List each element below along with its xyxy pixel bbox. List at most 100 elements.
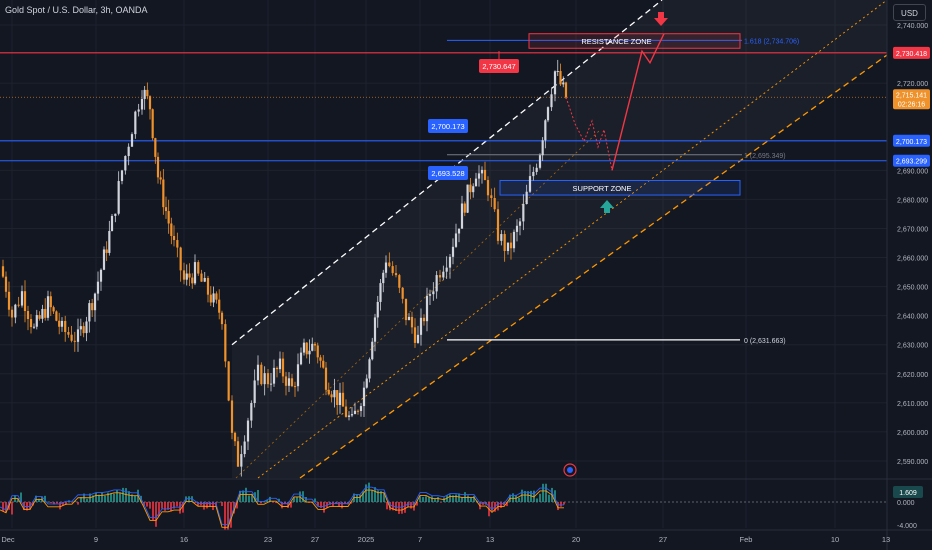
oscillator-bar <box>335 502 337 504</box>
candle <box>382 269 385 293</box>
candle <box>269 372 273 392</box>
candle-body <box>52 307 55 312</box>
candle-body <box>1 266 5 277</box>
down-arrow-icon <box>654 12 668 26</box>
candle <box>26 305 30 331</box>
oscillator-bar <box>95 492 97 502</box>
candle <box>114 213 117 223</box>
candle <box>209 286 212 307</box>
candle-body <box>60 320 64 327</box>
currency-button[interactable]: USD <box>893 4 926 21</box>
candle-body <box>46 296 50 318</box>
x-axis-tick-label: 27 <box>311 535 319 544</box>
candle <box>512 229 516 253</box>
oscillator-pane: 0.000 -4.000 1.609 <box>0 478 932 530</box>
oscillator-bar <box>377 490 379 502</box>
candle-body <box>32 326 36 328</box>
candle <box>313 342 317 352</box>
candle-body <box>460 203 464 229</box>
oscillator-bar <box>128 491 130 502</box>
oscillator-bar <box>131 494 133 502</box>
candle-body <box>246 420 250 442</box>
oscillator-bar <box>224 502 226 530</box>
price-label-text: 2,730.647 <box>482 62 515 71</box>
oscillator-bar <box>320 502 322 508</box>
level-axis-badge <box>893 134 930 147</box>
candle <box>477 165 481 187</box>
candle-body <box>457 228 461 234</box>
candle-body <box>17 304 20 306</box>
oscillator-bar <box>506 502 508 507</box>
price-label-box[interactable] <box>479 59 519 73</box>
candle <box>246 417 250 451</box>
oscillator-bar <box>239 490 241 502</box>
price-label-box[interactable] <box>428 166 468 180</box>
candle <box>164 196 168 219</box>
oscillator-bar <box>554 490 556 502</box>
oscillator-tick-label: 0.000 <box>897 500 915 507</box>
candle <box>76 318 80 352</box>
price-label-text: 2,693.528 <box>431 169 464 178</box>
candle <box>236 436 240 468</box>
y-axis-tick-label: 2,660.000 <box>897 256 928 263</box>
oscillator-bar <box>395 502 397 511</box>
candle <box>410 311 414 334</box>
candle-body <box>350 414 354 416</box>
candle <box>413 318 417 348</box>
candle-body <box>407 316 411 321</box>
oscillator-line <box>0 489 564 528</box>
candle <box>275 366 279 378</box>
candle <box>212 286 215 308</box>
candle-body <box>134 111 137 135</box>
candle <box>553 70 557 102</box>
support-zone[interactable] <box>499 180 741 196</box>
resistance-zone[interactable] <box>528 33 741 49</box>
oscillator-bar <box>5 502 7 513</box>
candle-body <box>233 432 237 442</box>
oscillator-bar <box>164 502 166 511</box>
channel-lower-line[interactable] <box>299 54 888 479</box>
oscillator-bar <box>266 499 268 502</box>
chart-title: Gold Spot / U.S. Dollar, 3h, OANDA <box>5 5 148 15</box>
candle-body <box>206 277 210 295</box>
candle <box>170 217 173 245</box>
candle <box>359 403 363 417</box>
candle <box>371 337 374 361</box>
candle-body <box>371 341 374 360</box>
oscillator-bar <box>119 492 121 502</box>
resistance-zone-label: RESISTANCE ZONE <box>581 37 651 46</box>
channel-mid-line[interactable] <box>257 0 888 479</box>
candle <box>347 411 351 421</box>
candle <box>224 319 227 368</box>
candle-body <box>359 406 363 411</box>
candle-body <box>14 304 17 318</box>
candle-body <box>398 275 401 288</box>
candle <box>562 76 565 88</box>
candle <box>260 362 263 386</box>
candle-body <box>544 120 547 141</box>
oscillator-bar <box>134 495 136 502</box>
candle-body <box>117 181 120 214</box>
oscillator-bar <box>152 502 154 521</box>
oscillator-bar <box>350 502 352 504</box>
candle <box>474 172 478 187</box>
price-label-box[interactable] <box>428 119 468 133</box>
support-zone-label: SUPPORT ZONE <box>573 184 632 193</box>
oscillator-bar <box>50 502 52 503</box>
oscillator-bar <box>386 502 388 510</box>
candle <box>49 291 52 317</box>
current-price-badge <box>893 89 930 110</box>
event-flag-dot <box>567 467 573 473</box>
oscillator-bar <box>278 498 280 502</box>
oscillator-bar <box>77 502 79 505</box>
projection-solid[interactable] <box>611 33 665 171</box>
candle <box>200 269 203 282</box>
candle-body <box>284 376 288 386</box>
candle <box>442 265 445 281</box>
oscillator-bar <box>371 490 373 502</box>
candle <box>41 304 44 323</box>
level-axis-badge-text: 2,700.173 <box>896 139 927 146</box>
candle-body <box>220 312 224 325</box>
